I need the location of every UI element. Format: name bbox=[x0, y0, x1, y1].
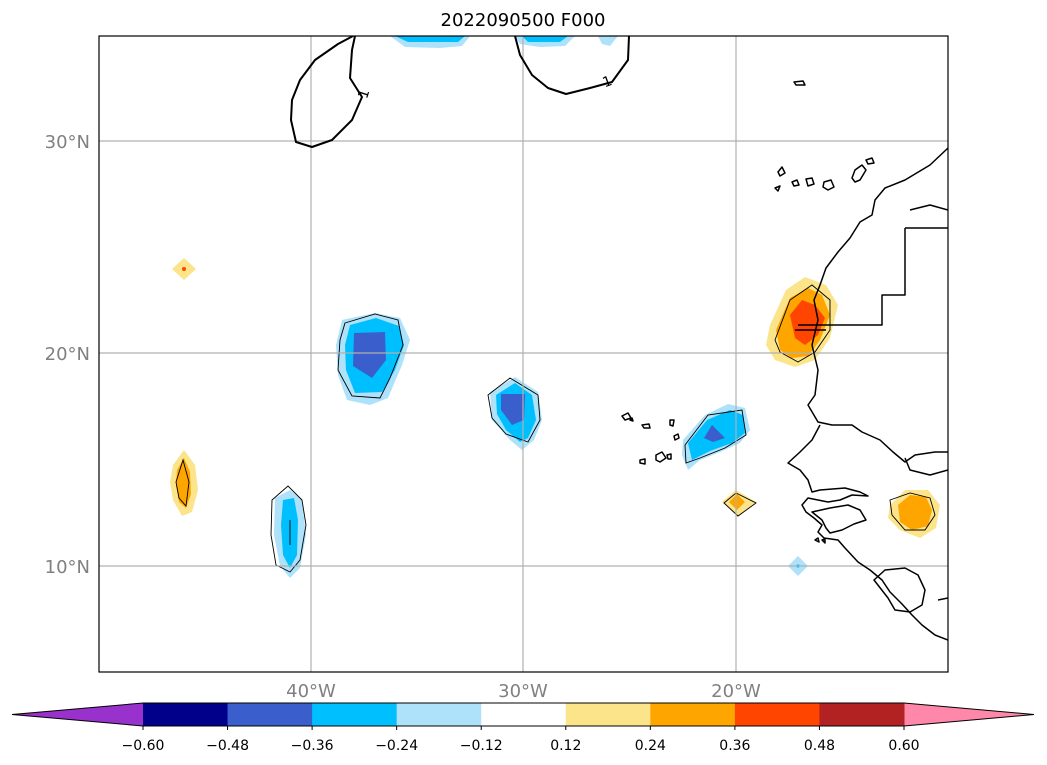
contour-lines bbox=[290, 36, 630, 148]
colorbar-tick-label: 0.36 bbox=[719, 738, 750, 754]
plot-title: 2022090500 F000 bbox=[441, 10, 606, 31]
colorbar-tick-label: −0.24 bbox=[375, 738, 418, 754]
colorbar-extend-high bbox=[904, 703, 1034, 726]
anomaly-fills bbox=[170, 36, 940, 578]
colorbar-tick-label: −0.36 bbox=[291, 738, 334, 754]
colorbar-tick-label: −0.60 bbox=[122, 738, 165, 754]
colorbar-tick-label: −0.12 bbox=[460, 738, 503, 754]
colorbar-segment bbox=[396, 703, 482, 726]
lon-label-20w: 20°W bbox=[711, 681, 761, 702]
colorbar-tick-label: 0.48 bbox=[804, 738, 835, 754]
map-frame bbox=[98, 35, 949, 673]
colorbar-tick-label: −0.48 bbox=[206, 738, 249, 754]
colorbar-tick-label: 0.12 bbox=[550, 738, 581, 754]
colorbar-segment bbox=[312, 703, 398, 726]
coastlines bbox=[621, 80, 948, 641]
lon-label-40w: 40°W bbox=[286, 681, 336, 702]
colorbar: −0.60 −0.48 −0.36 −0.24 −0.12 0.12 0.24 0.36 0.4… bbox=[11, 702, 1035, 754]
colorbar-segment bbox=[565, 703, 651, 726]
colorbar-segment bbox=[481, 703, 567, 726]
colorbar-extend-low bbox=[12, 703, 143, 726]
lat-label-10n: 10°N bbox=[45, 557, 90, 578]
colorbar-segment bbox=[819, 703, 905, 726]
colorbar-segment bbox=[227, 703, 313, 726]
graticule bbox=[99, 36, 948, 672]
colorbar-segment bbox=[734, 703, 820, 726]
map-panel: 1 1 bbox=[99, 36, 948, 672]
colorbar-segment bbox=[650, 703, 736, 726]
lat-label-30n: 30°N bbox=[45, 132, 90, 153]
colorbar-tick-label: 0.24 bbox=[635, 738, 666, 754]
colorbar-segment bbox=[143, 703, 229, 726]
colorbar-tick-label: 0.60 bbox=[888, 738, 919, 754]
lat-label-20n: 20°N bbox=[45, 344, 90, 365]
lon-label-30w: 30°W bbox=[498, 681, 548, 702]
